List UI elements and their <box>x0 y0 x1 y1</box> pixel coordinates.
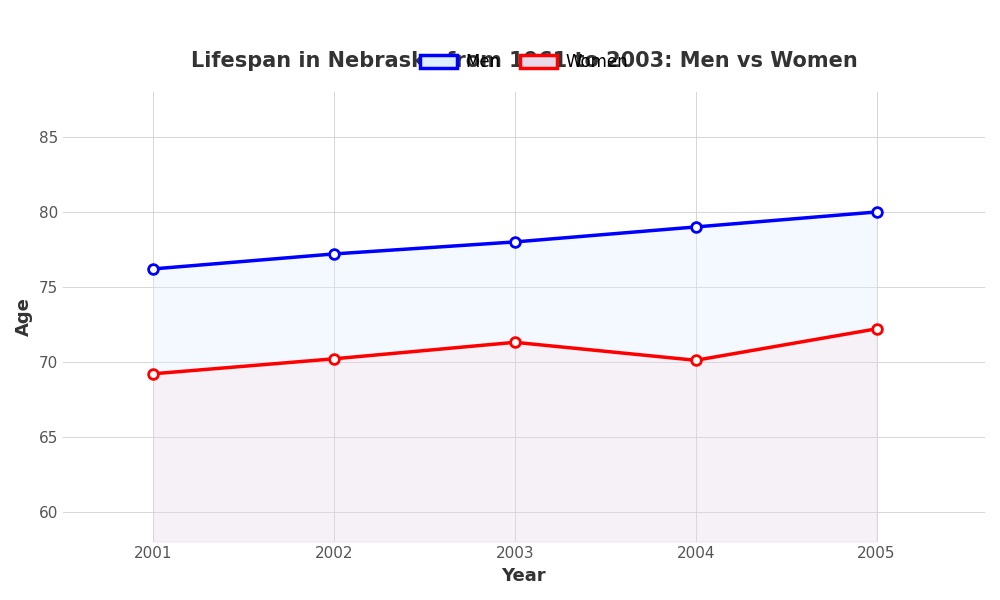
Y-axis label: Age: Age <box>15 298 33 336</box>
Legend: Men, Women: Men, Women <box>413 47 634 78</box>
X-axis label: Year: Year <box>502 567 546 585</box>
Title: Lifespan in Nebraska from 1961 to 2003: Men vs Women: Lifespan in Nebraska from 1961 to 2003: … <box>191 51 857 71</box>
